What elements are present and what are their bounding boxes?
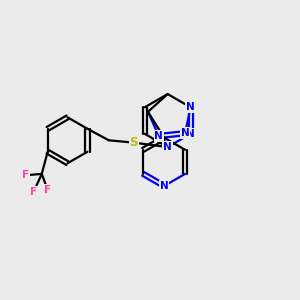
Text: N: N — [160, 181, 169, 191]
Text: N: N — [181, 128, 190, 138]
Text: N: N — [163, 142, 172, 152]
Text: N: N — [154, 131, 163, 141]
Text: N: N — [186, 102, 195, 112]
Text: F: F — [44, 185, 51, 195]
Text: S: S — [130, 136, 138, 149]
Text: N: N — [186, 129, 195, 139]
Text: F: F — [30, 187, 37, 197]
Text: F: F — [22, 170, 29, 180]
